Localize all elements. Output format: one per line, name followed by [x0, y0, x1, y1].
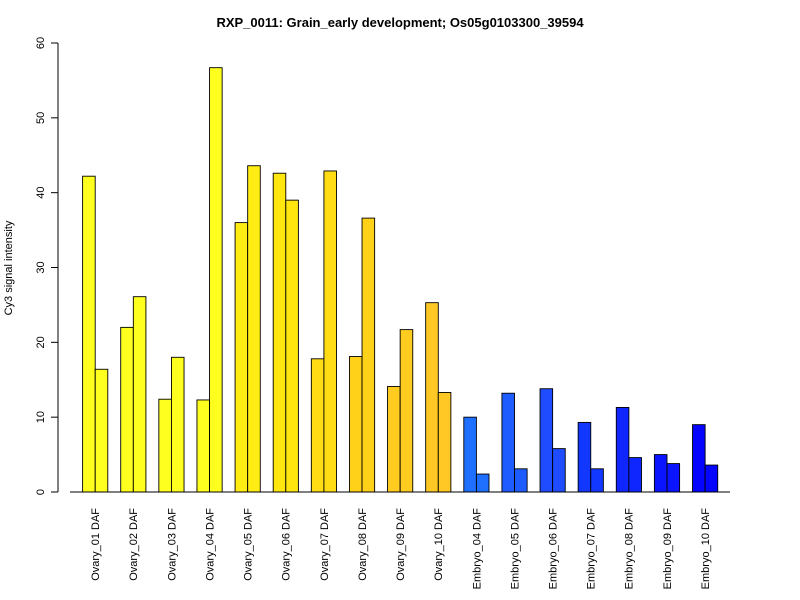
- x-tick-label: Ovary_09 DAF: [395, 508, 407, 581]
- bar: [361, 217, 376, 493]
- bar: [425, 302, 439, 493]
- bar: [590, 468, 604, 493]
- x-tick-label: Embryo_08 DAF: [624, 508, 636, 590]
- bar: [348, 356, 363, 493]
- bar: [247, 165, 261, 493]
- bar: [94, 368, 109, 493]
- bar: [234, 222, 249, 493]
- bar: [209, 67, 223, 493]
- x-tick-label: Ovary_04 DAF: [204, 508, 216, 581]
- bar: [628, 457, 642, 493]
- bar: [666, 463, 681, 493]
- bars-group: [82, 67, 719, 493]
- bar: [539, 388, 554, 493]
- x-tick-label: Embryo_09 DAF: [662, 508, 674, 590]
- y-tick-label: 10: [35, 411, 47, 423]
- bar: [120, 326, 134, 493]
- bar: [399, 329, 414, 493]
- x-tick-label: Embryo_06 DAF: [547, 508, 559, 590]
- bar: [323, 170, 337, 493]
- x-tick-label: Ovary_08 DAF: [357, 508, 369, 581]
- bar: [552, 448, 566, 493]
- y-tick-label: 40: [35, 187, 47, 199]
- bar: [310, 358, 325, 493]
- bar: [653, 454, 668, 493]
- x-tick-label: Ovary_02 DAF: [128, 508, 140, 581]
- bar: [82, 175, 96, 493]
- x-tick-label: Ovary_01 DAF: [90, 508, 102, 581]
- bar: [692, 424, 706, 493]
- x-tick-label: Ovary_03 DAF: [166, 508, 178, 581]
- x-tick-label: Embryo_05 DAF: [509, 508, 521, 590]
- bar: [463, 416, 477, 493]
- x-tick-label: Ovary_10 DAF: [433, 508, 445, 581]
- bar: [170, 356, 185, 493]
- y-tick-label: 0: [35, 489, 47, 495]
- x-tick-label: Ovary_05 DAF: [243, 508, 255, 581]
- bar: [272, 172, 287, 493]
- bar: [196, 399, 211, 493]
- bar: [158, 398, 172, 493]
- y-tick-label: 20: [35, 336, 47, 348]
- y-tick-label: 50: [35, 112, 47, 124]
- x-axis-labels: Ovary_01 DAF Ovary_02 DAF Ovary_03 DAF Ovar…: [90, 508, 712, 590]
- bar: [615, 406, 630, 493]
- bar: [132, 296, 147, 493]
- bar: [577, 421, 592, 493]
- y-tick-label: 30: [35, 261, 47, 273]
- bar: [704, 464, 719, 493]
- bar: [501, 392, 515, 493]
- bar: [475, 473, 490, 493]
- y-axis: 0 10 20 30 40 50 60: [35, 37, 59, 495]
- x-tick-label: Ovary_07 DAF: [319, 508, 331, 581]
- bar: [514, 468, 528, 493]
- x-tick-label: Embryo_04 DAF: [471, 508, 483, 590]
- y-axis-label: Cy3 signal intensity: [3, 220, 15, 315]
- x-tick-label: Embryo_07 DAF: [586, 508, 598, 590]
- bar: [437, 392, 452, 493]
- bar: [387, 386, 401, 493]
- y-tick-label: 60: [35, 37, 47, 49]
- x-tick-label: Embryo_10 DAF: [700, 508, 712, 590]
- bar: [285, 199, 299, 493]
- chart-title: RXP_0011: Grain_early development; Os05g…: [216, 15, 584, 30]
- x-tick-label: Ovary_06 DAF: [281, 508, 293, 581]
